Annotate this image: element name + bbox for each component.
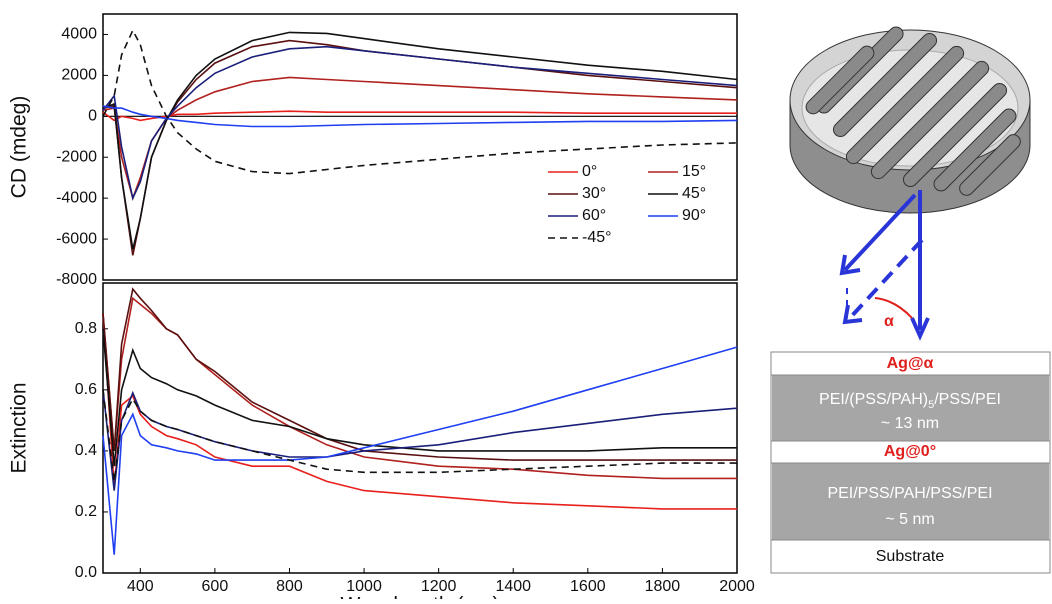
x-tick-label: 800 xyxy=(276,578,303,595)
x-tick-label: 1200 xyxy=(421,578,457,595)
rod xyxy=(933,108,1017,192)
rod xyxy=(902,82,1008,188)
x-tick-label: 400 xyxy=(127,578,154,595)
y-tick-label: 0.2 xyxy=(75,503,97,520)
x-tick-label: 1400 xyxy=(495,578,531,595)
series-line xyxy=(102,346,738,555)
rod xyxy=(959,134,1021,196)
x-tick-label: 1600 xyxy=(570,578,606,595)
x-tick-label: 1800 xyxy=(645,578,681,595)
sample-diagram: α xyxy=(789,26,1031,341)
series-line xyxy=(102,313,737,510)
y-tick-label: -6000 xyxy=(56,230,97,247)
layer-text: PEI/(PSS/PAH) xyxy=(819,391,928,408)
y-axis-label: CD (mdeg) xyxy=(8,96,31,199)
arrow-head xyxy=(910,317,930,341)
y-tick-label: -4000 xyxy=(56,189,97,206)
subscript: 5 xyxy=(928,399,934,411)
series-line xyxy=(102,287,737,461)
x-tick-label: 1000 xyxy=(346,578,382,595)
series-line xyxy=(102,296,737,480)
legend-label: -45° xyxy=(582,229,612,246)
rod xyxy=(832,32,938,138)
charts: -8000 -6000 -4000 -2000 0 2000 4000 CD (mdeg) 0°… xyxy=(8,13,755,604)
layer-block xyxy=(772,463,1049,540)
series-line xyxy=(102,45,738,201)
legend-label: 45° xyxy=(682,185,706,202)
y-tick-label: 0.0 xyxy=(75,564,97,581)
rod xyxy=(805,45,875,115)
beam-arrows xyxy=(839,190,930,341)
y-tick-label: 4000 xyxy=(61,26,97,43)
plot-frame xyxy=(102,13,738,281)
series-line xyxy=(102,328,737,467)
y-tick-label: 0.8 xyxy=(75,320,97,337)
legend-label: 90° xyxy=(682,207,706,224)
series-line xyxy=(102,76,738,201)
layer-text: /PSS/PEI xyxy=(934,391,1001,408)
arrow-head xyxy=(842,304,863,325)
layer-block xyxy=(772,375,1049,441)
angle-arc xyxy=(874,297,913,319)
layer-label: Ag@0° xyxy=(884,443,936,460)
rods xyxy=(805,26,1021,196)
arrow-head xyxy=(839,254,861,276)
plot-frame xyxy=(102,282,738,574)
rod xyxy=(845,45,965,165)
legend-label: 60° xyxy=(582,207,606,224)
series-line xyxy=(102,389,737,482)
y-tick-label: -2000 xyxy=(56,148,97,165)
layer-label: PEI/PSS/PAH/PSS/PEI xyxy=(827,485,992,502)
x-tick-label: 2000 xyxy=(719,578,755,595)
y-tick-label: -8000 xyxy=(56,271,97,288)
layer-label: Substrate xyxy=(876,548,945,565)
legend-label: 15° xyxy=(682,163,706,180)
angle-label: α xyxy=(884,313,894,330)
series-line xyxy=(102,31,738,250)
y-tick-label: 0.4 xyxy=(75,442,97,459)
beam xyxy=(846,238,924,322)
layer-thickness: ~ 13 nm xyxy=(881,415,939,432)
y-axis-label: Extinction xyxy=(8,382,31,473)
series-line xyxy=(102,28,738,175)
legend-label: 0° xyxy=(582,163,597,180)
series-line xyxy=(102,105,738,128)
x-axis-label: Wavelength (nm) xyxy=(340,594,499,599)
layer-stack: Ag@α PEI/(PSS/PAH)5/PSS/PEI ~ 13 nm Ag@0… xyxy=(770,351,1051,574)
rod xyxy=(870,60,990,180)
beam xyxy=(843,193,917,272)
series-line xyxy=(102,110,737,122)
y-tick-label: 0 xyxy=(88,108,97,125)
x-tick-label: 600 xyxy=(202,578,229,595)
series-line xyxy=(102,389,738,491)
legend-label: 30° xyxy=(582,185,606,202)
y-tick-label: 2000 xyxy=(61,67,97,84)
layer-label: PEI/(PSS/PAH)5/PSS/PEI xyxy=(819,391,1001,411)
layer-label: Ag@α xyxy=(887,355,934,372)
y-tick-label: 0.6 xyxy=(75,381,97,398)
layer-thickness: ~ 5 nm xyxy=(885,511,934,528)
